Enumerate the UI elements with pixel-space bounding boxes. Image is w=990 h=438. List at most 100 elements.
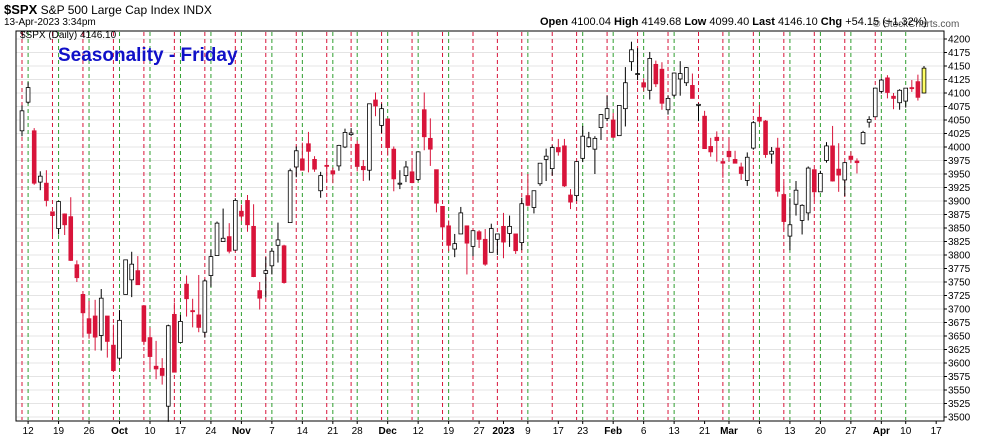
candle bbox=[574, 161, 579, 201]
candle-body bbox=[172, 313, 177, 373]
candle-body bbox=[287, 170, 293, 223]
candle-body bbox=[220, 237, 226, 242]
candle-body bbox=[635, 73, 640, 75]
candle-body bbox=[147, 337, 153, 357]
candle-body bbox=[690, 85, 695, 99]
candle-body bbox=[824, 145, 829, 161]
candle-body bbox=[74, 264, 80, 279]
candle bbox=[696, 103, 701, 122]
candle bbox=[129, 251, 134, 298]
candle-body bbox=[549, 147, 555, 169]
candle-body bbox=[263, 270, 269, 274]
x-tick-label: 21 bbox=[327, 426, 339, 437]
candle-body bbox=[257, 290, 262, 299]
candle bbox=[354, 140, 360, 172]
candle-body bbox=[434, 169, 439, 204]
candle-body bbox=[178, 321, 183, 343]
candle-body bbox=[684, 67, 689, 84]
candle bbox=[897, 89, 902, 110]
candle-body bbox=[629, 49, 634, 63]
candle-body bbox=[476, 231, 482, 240]
candle bbox=[812, 169, 817, 201]
candle bbox=[488, 223, 494, 253]
x-tick-label: 13 bbox=[669, 426, 681, 437]
candle bbox=[866, 116, 872, 128]
candle bbox=[549, 145, 555, 176]
candle bbox=[805, 166, 811, 221]
x-tick-label: 23 bbox=[577, 426, 589, 437]
candle bbox=[854, 158, 860, 174]
x-tick-label: 2023 bbox=[492, 426, 515, 437]
candle bbox=[80, 294, 86, 338]
candle-body bbox=[903, 87, 909, 102]
seasonality-annotation: Seasonality - Friday bbox=[58, 45, 238, 66]
x-tick-label: Apr bbox=[873, 426, 890, 437]
candle-body bbox=[763, 120, 768, 155]
candle-body bbox=[787, 224, 793, 237]
candle bbox=[836, 143, 841, 192]
candle bbox=[635, 48, 640, 81]
candle-body bbox=[769, 150, 774, 155]
candle-body bbox=[921, 67, 927, 94]
candle bbox=[525, 174, 531, 207]
candle-body bbox=[757, 116, 762, 122]
ohlc-readout: Open 4100.04 High 4149.68 Low 4099.40 La… bbox=[540, 16, 927, 28]
candle bbox=[25, 82, 31, 104]
candle bbox=[580, 125, 585, 163]
x-tick-label: 14 bbox=[297, 426, 309, 437]
y-tick-label: 4100 bbox=[948, 89, 971, 100]
candle-body bbox=[202, 280, 208, 333]
candle bbox=[184, 275, 189, 317]
candle-body bbox=[915, 81, 921, 98]
candle bbox=[293, 146, 299, 178]
candle bbox=[513, 233, 518, 254]
candle bbox=[598, 114, 604, 140]
x-tick-label: 27 bbox=[845, 426, 857, 437]
candle-body bbox=[31, 130, 37, 184]
candle bbox=[751, 121, 756, 150]
candle-body bbox=[452, 243, 458, 250]
candle-body bbox=[580, 135, 585, 159]
candle-body bbox=[123, 259, 128, 295]
candle bbox=[476, 230, 482, 248]
x-axis: 12 19 26 Oct 10 17 24 Nov 7 14 21 28 Dec 12 19 27 2023 9 1… bbox=[23, 421, 942, 437]
candle-body bbox=[897, 89, 902, 104]
y-tick-label: 3675 bbox=[948, 318, 971, 329]
candle bbox=[446, 220, 451, 252]
candle bbox=[111, 324, 116, 372]
candle bbox=[482, 229, 488, 266]
candle bbox=[245, 195, 250, 232]
candle bbox=[153, 340, 159, 380]
candle bbox=[44, 170, 49, 207]
candle-body bbox=[586, 137, 592, 147]
candle bbox=[62, 213, 67, 236]
candle bbox=[86, 300, 92, 339]
candle bbox=[318, 171, 323, 198]
candle bbox=[860, 130, 866, 145]
candle-body bbox=[812, 169, 817, 193]
candle-body bbox=[190, 310, 195, 313]
candle bbox=[763, 120, 768, 158]
candle bbox=[165, 324, 171, 422]
candle-body bbox=[531, 190, 537, 208]
candle-body bbox=[226, 236, 232, 252]
x-tick-label: 19 bbox=[443, 426, 455, 437]
candle-body bbox=[50, 211, 55, 216]
candle bbox=[92, 299, 98, 351]
candle-body bbox=[446, 225, 451, 246]
candle-body bbox=[68, 216, 74, 261]
candle-body bbox=[562, 145, 567, 187]
candle-body bbox=[354, 143, 360, 167]
candle-body bbox=[111, 344, 116, 371]
candle bbox=[190, 298, 195, 328]
candle-body bbox=[208, 256, 214, 276]
candle bbox=[220, 208, 226, 242]
x-tick-label: Oct bbox=[111, 426, 128, 437]
candle-body bbox=[909, 87, 915, 90]
candle-body bbox=[330, 170, 336, 175]
candle bbox=[269, 247, 275, 275]
weekday-markers bbox=[21, 32, 907, 420]
candle bbox=[361, 159, 366, 182]
candle bbox=[531, 190, 537, 214]
candle-body bbox=[239, 210, 244, 217]
